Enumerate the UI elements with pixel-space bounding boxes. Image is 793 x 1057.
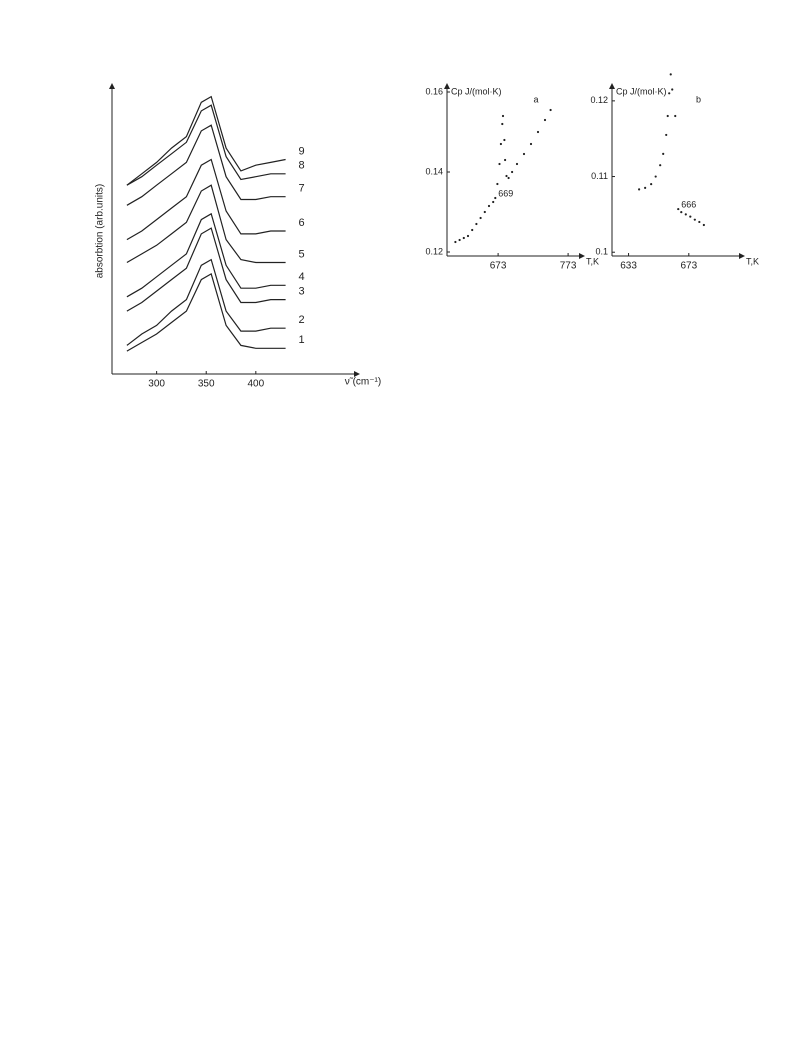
data-point	[654, 175, 657, 178]
data-point	[504, 158, 507, 162]
x-tick-label: 400	[247, 379, 264, 390]
data-point	[483, 210, 486, 214]
data-point	[698, 220, 701, 224]
data-point	[674, 114, 677, 118]
x-tick-label: 350	[198, 379, 215, 390]
panel-label: a	[534, 94, 539, 104]
y-axis-label: Cp J/(mol·K)	[451, 86, 502, 96]
spectrum-curve	[126, 124, 286, 206]
data-point	[650, 183, 653, 186]
data-point	[638, 188, 641, 191]
y-axis-label: absorbtion (arb.units)	[95, 184, 106, 279]
data-point	[549, 108, 552, 112]
spectrum-curve	[126, 184, 286, 264]
data-point	[668, 92, 671, 95]
data-point	[659, 164, 662, 167]
x-axis-label: ν̃ (cm⁻¹)	[345, 377, 381, 388]
annotation: 669	[498, 188, 513, 198]
data-point	[522, 152, 526, 156]
data-point	[505, 174, 508, 178]
x-axis-label: T,K	[586, 256, 599, 266]
data-point	[501, 122, 504, 126]
spectrum-curve	[126, 212, 286, 298]
data-point	[479, 216, 482, 220]
data-point	[536, 130, 540, 134]
y-tick-label: 0.11	[591, 171, 608, 181]
data-point	[665, 133, 668, 137]
data-point	[496, 182, 499, 186]
y-axis-label: Cp J/(mol·K)	[616, 86, 667, 96]
data-point	[498, 162, 501, 166]
data-point	[458, 238, 461, 242]
y-tick-label: 0.16	[425, 86, 443, 96]
data-point	[680, 211, 683, 214]
y-tick-label: 0.14	[425, 166, 443, 176]
x-tick-label: 773	[560, 261, 577, 272]
x-tick-label: 300	[148, 379, 165, 390]
spectrum-curve	[126, 258, 286, 346]
data-point	[499, 142, 502, 146]
spectrum-curve	[126, 272, 286, 352]
data-point	[471, 228, 474, 232]
data-point	[462, 236, 465, 240]
data-point	[669, 73, 672, 76]
x-tick-label: 633	[620, 261, 637, 272]
data-point	[693, 218, 696, 221]
y-tick-label: 0.12	[425, 246, 443, 256]
x-tick-label: 673	[680, 261, 697, 272]
data-point	[662, 152, 665, 155]
data-point	[677, 207, 680, 211]
curve-label: 2	[299, 314, 305, 326]
data-point	[510, 170, 514, 174]
y-tick-label: 0.12	[590, 95, 608, 105]
data-point	[529, 142, 533, 146]
y-tick-label: 0.1	[595, 247, 608, 257]
data-point	[503, 138, 506, 142]
curve-label: 5	[299, 248, 305, 260]
curve-label: 8	[299, 160, 305, 172]
panel-label: b	[696, 94, 701, 104]
data-point	[702, 223, 705, 227]
spectrum-curve	[126, 95, 286, 186]
data-point	[515, 162, 519, 166]
data-point	[492, 200, 495, 204]
data-point	[644, 186, 647, 189]
x-tick-label: 673	[490, 261, 507, 272]
curve-label: 9	[299, 145, 305, 157]
spectrum-curve	[126, 227, 286, 312]
data-point	[501, 114, 505, 118]
x-axis-label: T,K	[746, 256, 759, 266]
data-point	[689, 215, 692, 218]
annotation: 666	[681, 199, 696, 209]
data-point	[475, 222, 478, 226]
data-point	[494, 196, 497, 200]
data-point	[666, 114, 669, 118]
curve-label: 7	[299, 183, 305, 195]
spectrum-curve	[126, 158, 286, 241]
data-point	[466, 234, 470, 238]
curve-label: 3	[299, 286, 305, 298]
spectrum-curve	[126, 104, 286, 186]
data-point	[543, 118, 547, 122]
data-point	[671, 88, 674, 91]
curve-label: 1	[299, 334, 305, 346]
data-point	[684, 213, 687, 216]
curve-label: 6	[299, 217, 305, 229]
data-point	[454, 240, 457, 244]
curve-label: 4	[299, 271, 305, 283]
data-point	[487, 204, 491, 208]
data-point	[507, 176, 510, 180]
